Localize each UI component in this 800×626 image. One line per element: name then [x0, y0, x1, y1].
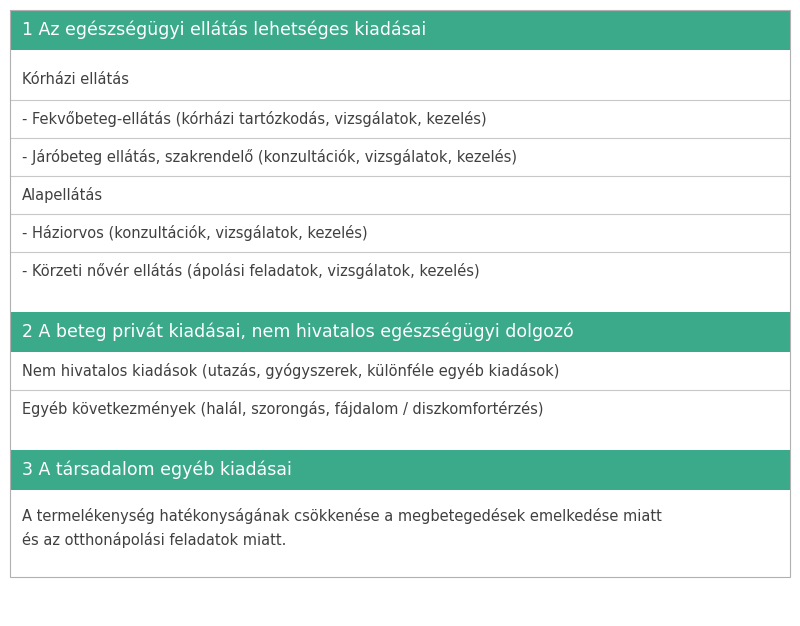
Bar: [10, 10, 790, 50]
Bar: [10, 450, 790, 490]
Text: 3 A társadalom egyéb kiadásai: 3 A társadalom egyéb kiadásai: [22, 461, 292, 480]
Bar: [10, 390, 790, 428]
Text: Nem hivatalos kiadások (utazás, gyógyszerek, különféle egyéb kiadások): Nem hivatalos kiadások (utazás, gyógysze…: [22, 363, 559, 379]
Text: 2 A beteg privát kiadásai, nem hivatalos egészségügyi dolgozó: 2 A beteg privát kiadásai, nem hivatalos…: [22, 323, 574, 341]
Text: - Körzeti nővér ellátás (ápolási feladatok, vizsgálatok, kezelés): - Körzeti nővér ellátás (ápolási feladat…: [22, 263, 480, 279]
Bar: [10, 490, 790, 560]
Text: Egyéb következmények (halál, szorongás, fájdalom / diszkomfortérzés): Egyéb következmények (halál, szorongás, …: [22, 401, 543, 417]
Bar: [10, 214, 790, 252]
Bar: [10, 352, 790, 390]
Bar: [10, 138, 790, 176]
Text: Alapellátás: Alapellátás: [22, 187, 103, 203]
Text: - Fekvőbeteg-ellátás (kórházi tartózkodás, vizsgálatok, kezelés): - Fekvőbeteg-ellátás (kórházi tartózkodá…: [22, 111, 486, 127]
Bar: [10, 252, 790, 290]
Bar: [10, 50, 790, 100]
Bar: [10, 100, 790, 138]
Text: 1 Az egészségügyi ellátás lehetséges kiadásai: 1 Az egészségügyi ellátás lehetséges kia…: [22, 21, 426, 39]
Text: Kórházi ellátás: Kórházi ellátás: [22, 71, 129, 86]
Bar: [10, 176, 790, 214]
Text: A termelékenység hatékonyságának csökkenése a megbetegedések emelkedése miatt
és: A termelékenység hatékonyságának csökken…: [22, 508, 662, 548]
Text: - Járóbeteg ellátás, szakrendelő (konzultációk, vizsgálatok, kezelés): - Járóbeteg ellátás, szakrendelő (konzul…: [22, 149, 517, 165]
Bar: [10, 312, 790, 352]
Text: - Háziorvos (konzultációk, vizsgálatok, kezelés): - Háziorvos (konzultációk, vizsgálatok, …: [22, 225, 368, 241]
